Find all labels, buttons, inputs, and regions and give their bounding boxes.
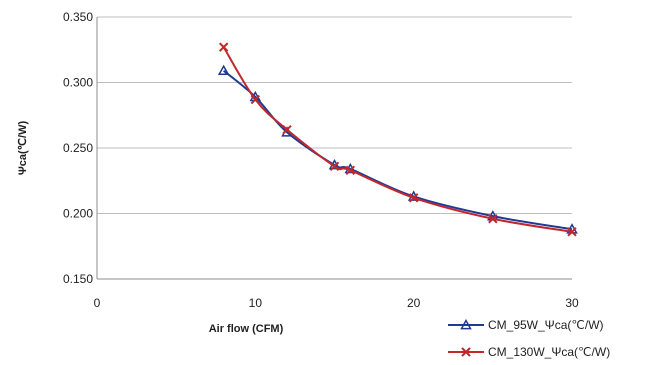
series-line xyxy=(223,69,573,231)
legend-marker xyxy=(461,347,471,357)
series-line xyxy=(222,46,573,233)
legend-marker xyxy=(460,318,472,330)
data-point xyxy=(218,42,229,52)
data-point xyxy=(345,165,356,175)
legend-item: CM_95W_Ψca(℃/W) xyxy=(448,318,604,332)
data-point xyxy=(567,227,577,237)
legend: CM_95W_Ψca(℃/W) CM_130W_Ψca(℃/W) xyxy=(448,318,610,359)
data-point xyxy=(408,193,419,203)
series-2 xyxy=(218,42,577,237)
x-tick-label: 10 xyxy=(249,296,263,310)
y-tick-label: 0.200 xyxy=(63,207,93,221)
x-tick-label: 0 xyxy=(94,296,101,310)
y-tick-label: 0.350 xyxy=(63,10,93,24)
data-point xyxy=(488,214,498,224)
data-point xyxy=(250,94,261,105)
data-point xyxy=(217,64,230,76)
y-axis-title: Ψca(℃/W) xyxy=(17,121,29,176)
x-tick-label: 20 xyxy=(407,296,421,310)
series-1 xyxy=(217,64,578,234)
axes xyxy=(96,17,572,280)
y-tick-label: 0.300 xyxy=(63,76,93,90)
legend-label: CM_95W_Ψca(℃/W) xyxy=(488,318,604,332)
data-point xyxy=(329,161,340,172)
y-tick-label: 0.150 xyxy=(63,272,93,286)
y-tick-label: 0.250 xyxy=(63,141,93,155)
x-axis-title: Air flow (CFM) xyxy=(209,323,284,335)
grid xyxy=(97,16,572,214)
x-tick-label: 30 xyxy=(565,296,579,310)
series xyxy=(217,42,578,237)
legend-item: CM_130W_Ψca(℃/W) xyxy=(448,345,610,359)
legend-label: CM_130W_Ψca(℃/W) xyxy=(488,345,610,359)
tick-labels: 0.150 0.200 0.250 0.300 0.350 0 10 20 30 xyxy=(63,10,579,310)
data-point xyxy=(282,124,292,135)
